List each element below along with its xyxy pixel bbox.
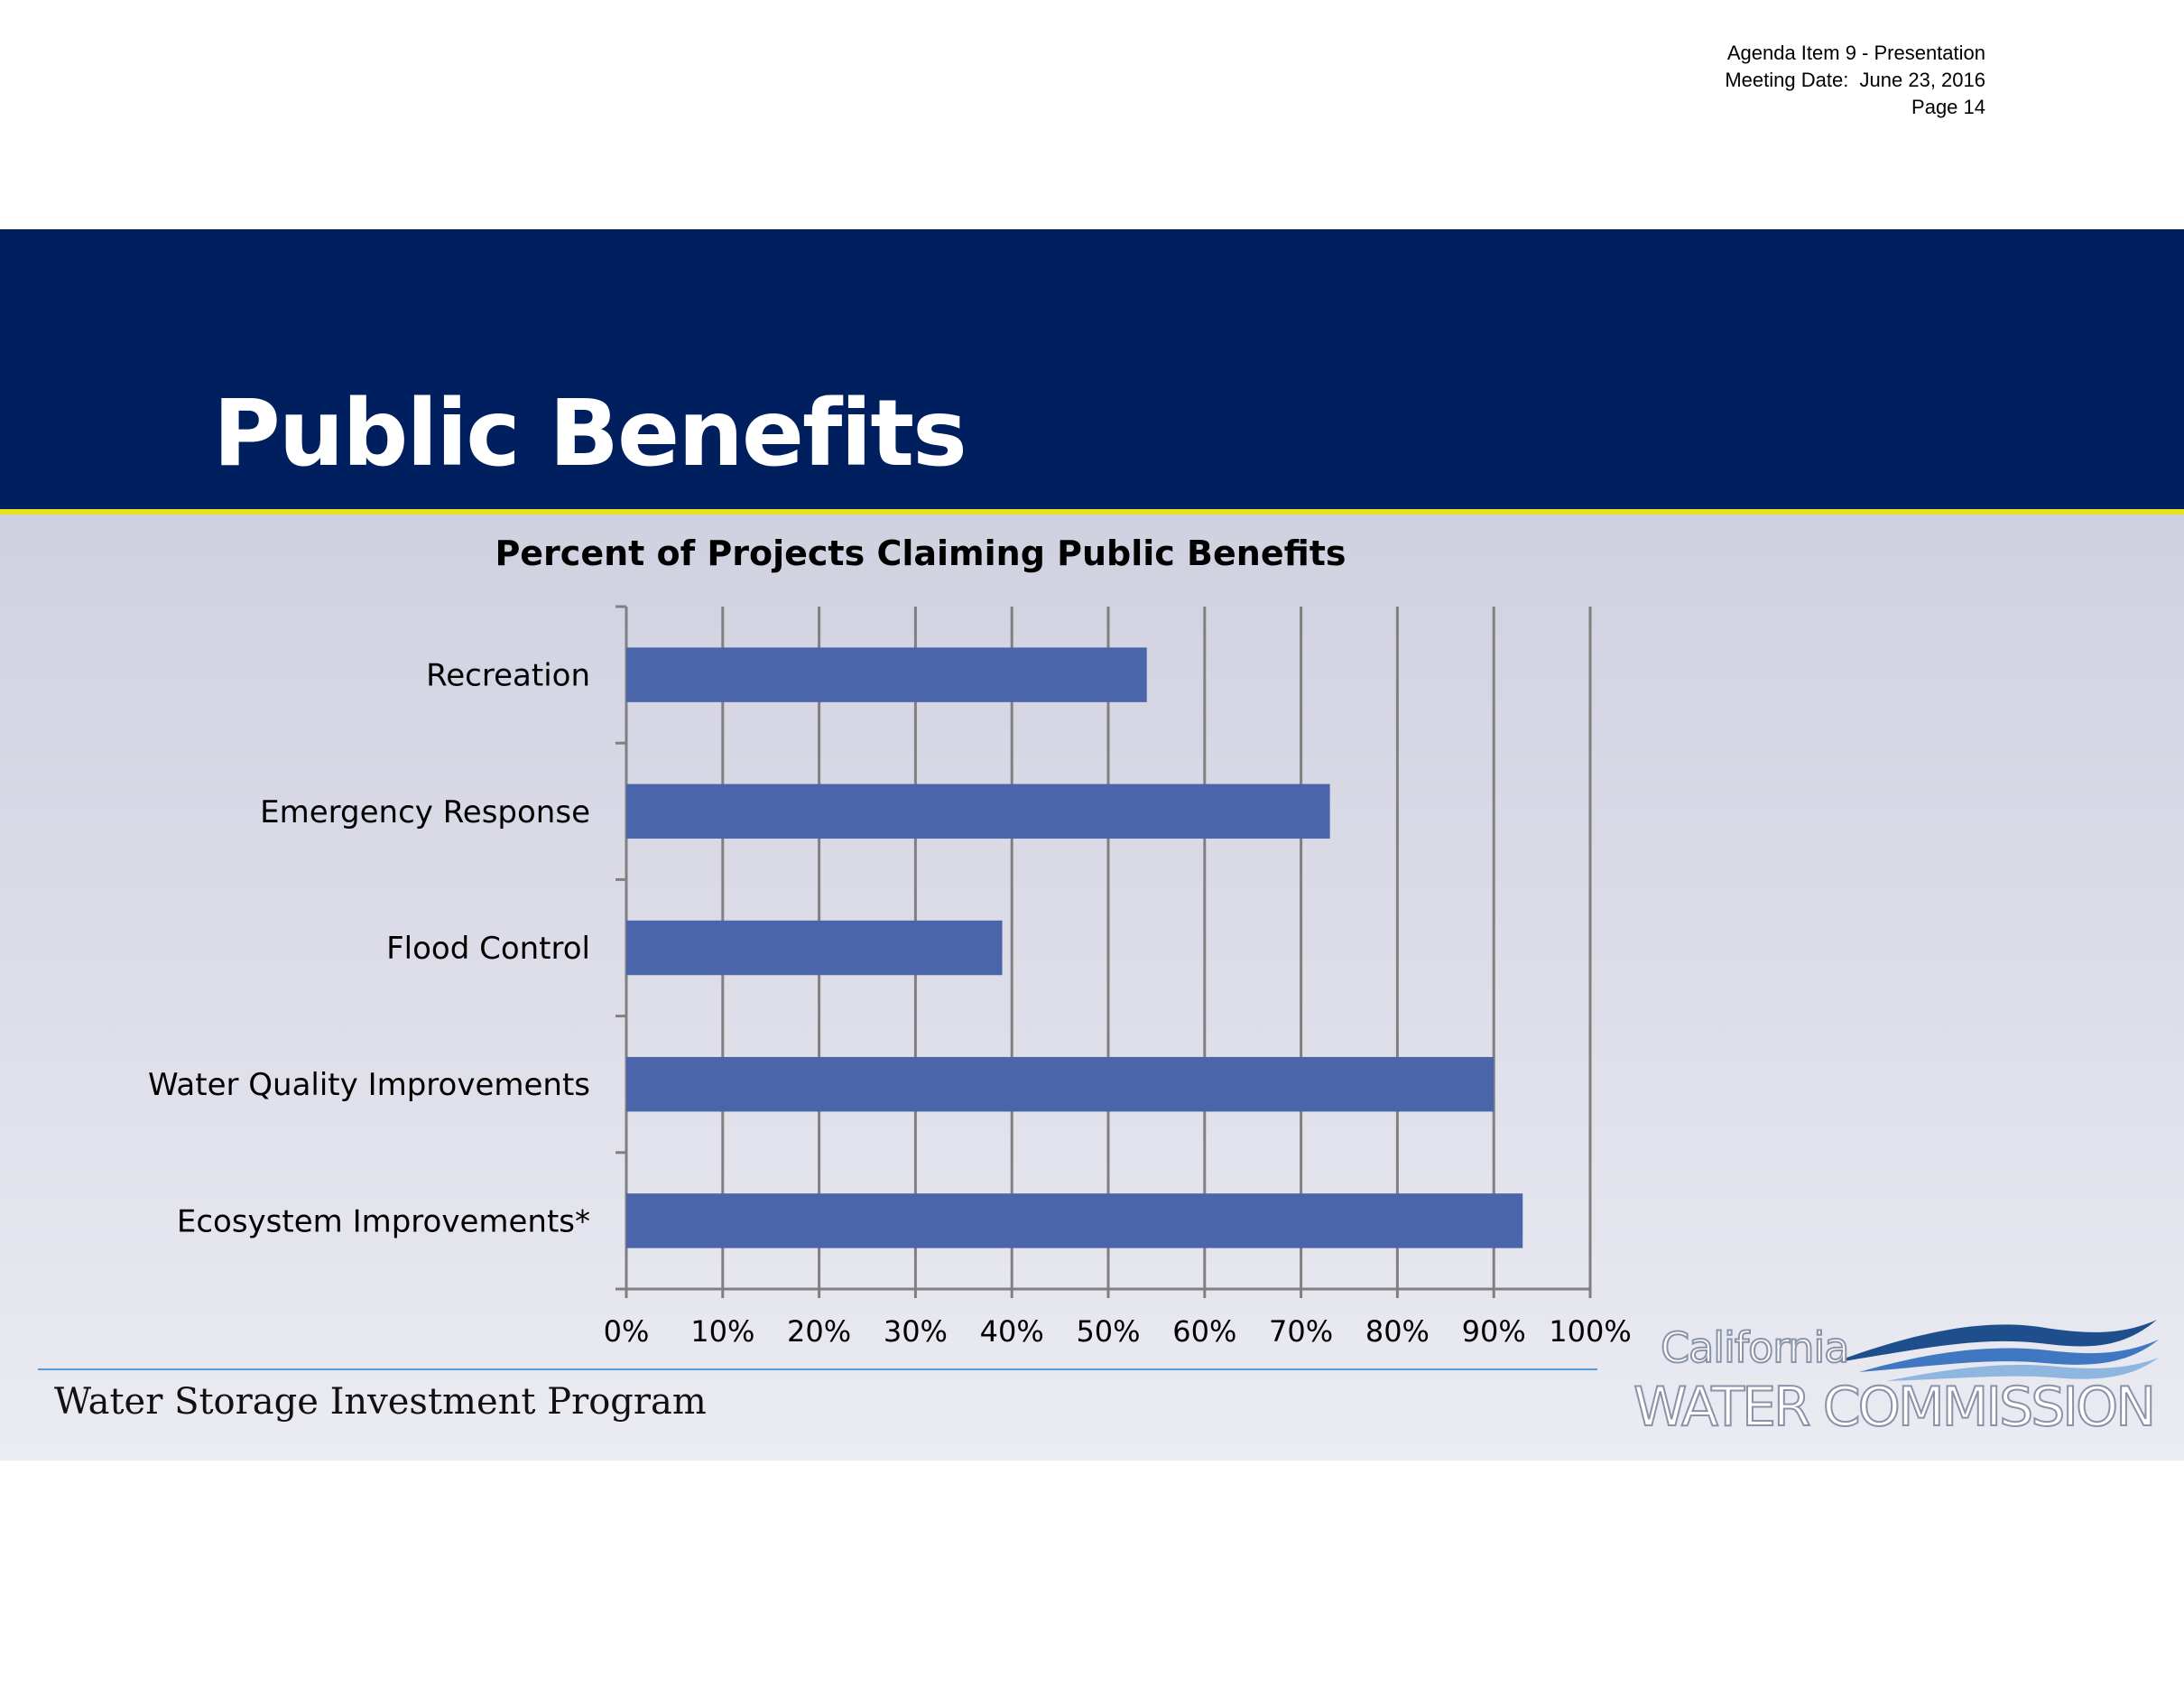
x-tick-label: 70% (1269, 1314, 1333, 1349)
bar-ecosystem-improvements (626, 1193, 1523, 1248)
title-banner (0, 229, 2184, 511)
page-number-text: Page 14 (1911, 96, 1985, 118)
agenda-item-text: Agenda Item 9 - Presentation (1726, 42, 1985, 64)
x-tick-label: 50% (1076, 1314, 1140, 1349)
logo-commission-text: WATER COMMISSION (1633, 1375, 2157, 1440)
chart-title: Percent of Projects Claiming Public Bene… (495, 533, 1346, 573)
x-tick-label: 40% (980, 1314, 1044, 1349)
x-tick-label: 10% (690, 1314, 754, 1349)
x-tick-label: 80% (1365, 1314, 1430, 1349)
x-tick-label: 90% (1462, 1314, 1526, 1349)
category-label: Emergency Response (260, 794, 590, 830)
category-label: Flood Control (386, 931, 590, 967)
x-tick-label: 0% (604, 1314, 650, 1349)
category-labels: Recreation Emergency Response Flood Contro… (148, 658, 590, 1240)
footer-program-name: Water Storage Investment Program (54, 1381, 707, 1423)
meeting-date-text: Meeting Date: June 23, 2016 (1725, 69, 1985, 91)
footer-divider (38, 1368, 1597, 1370)
gridlines (721, 607, 1592, 1289)
bar-flood-control (626, 920, 1003, 976)
tick-labels: 0% 10% 20% 30% 40% 50% 60% 70% 80% 90% 100% (604, 1314, 1632, 1349)
banner-divider (0, 509, 2184, 515)
bar-recreation (626, 647, 1147, 702)
bar-emergency-response (626, 784, 1330, 839)
x-tick-label: 20% (787, 1314, 851, 1349)
bars (626, 647, 1523, 1248)
logo-california-text: California (1660, 1322, 1850, 1373)
category-label: Ecosystem Improvements* (177, 1203, 590, 1239)
bar-water-quality-improvements (626, 1056, 1495, 1112)
x-tick-label: 100% (1549, 1314, 1631, 1349)
x-tick-label: 30% (884, 1314, 948, 1349)
page-title: Public Benefits (213, 380, 967, 487)
page-meta: Agenda Item 9 - Presentation Meeting Dat… (1725, 40, 1985, 121)
bar-chart: Percent of Projects Claiming Public Bene… (148, 533, 1632, 1349)
category-label: Water Quality Improvements (148, 1067, 590, 1103)
category-label: Recreation (426, 658, 590, 694)
california-water-commission-logo: California WATER COMMISSION (1606, 1300, 2166, 1453)
x-tick-label: 60% (1172, 1314, 1236, 1349)
wave-icon (1832, 1320, 2159, 1381)
